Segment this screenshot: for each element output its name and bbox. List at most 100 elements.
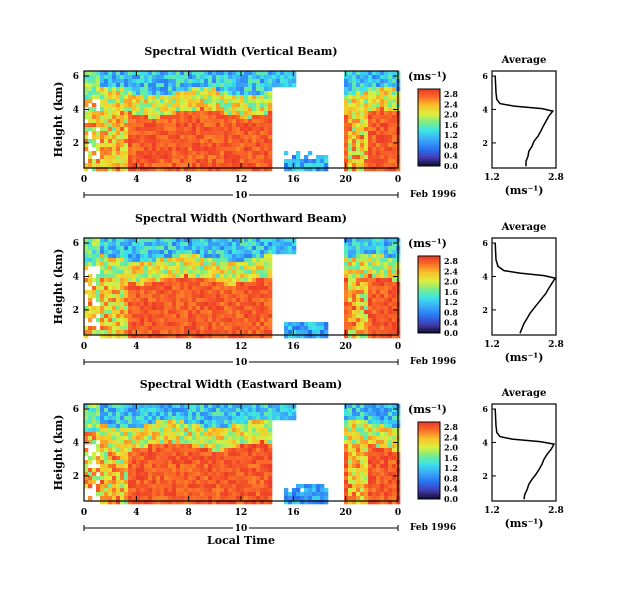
y-axis-label: Height (km)	[52, 249, 65, 325]
x-tick-label: 16	[287, 508, 300, 518]
colorbar-swatch	[418, 496, 440, 500]
colorbar-swatch	[418, 148, 440, 151]
x-tick-label: 0	[395, 508, 401, 518]
colorbar-swatch	[418, 117, 440, 121]
colorbar-swatch	[418, 297, 440, 301]
colorbar-tick-label: 1.6	[444, 120, 458, 130]
colorbar-swatch	[418, 268, 440, 272]
x-tick-label: 4	[133, 175, 139, 185]
date-label-bg	[233, 357, 249, 367]
colorbar-tick-label: 0.4	[444, 151, 458, 161]
x-tick-label: 4	[133, 508, 139, 518]
colorbar-tick-label: 1.6	[444, 453, 458, 463]
colorbar-swatch	[418, 132, 440, 136]
x-tick-label: 20	[339, 508, 352, 518]
x-tick-label: 16	[287, 342, 300, 352]
colorbar-swatch	[418, 302, 440, 306]
profile-frame	[491, 403, 557, 502]
colorbar-swatch	[418, 91, 440, 95]
profile-line	[494, 242, 557, 334]
x-tick-label: 8	[186, 175, 192, 185]
date-suffix: Feb 1996	[410, 523, 456, 533]
colorbar-swatch	[418, 124, 440, 128]
colorbar-swatch	[418, 473, 440, 477]
colorbar-tick-label: 2.8	[444, 89, 458, 99]
colorbar-tick-label: 2.4	[444, 432, 458, 442]
panel-title: Spectral Width (Northward Beam)	[135, 212, 347, 225]
colorbar-unit: (ms⁻¹)	[408, 237, 447, 250]
colorbar-swatch	[418, 475, 440, 479]
colorbar-swatch	[418, 258, 440, 262]
colorbar-swatch	[418, 442, 440, 446]
profile-y-tick-label: 4	[482, 437, 488, 447]
panel-2: Spectral Width (Eastward Beam)0 4 8 12 16 20 0…	[52, 378, 564, 547]
colorbar-swatch	[418, 101, 440, 105]
colorbar-frame	[417, 421, 441, 500]
profile-y-tick-label: 2	[482, 471, 488, 481]
profile-x-tick-label: 1.2	[484, 340, 500, 350]
colorbar-tick-label: 0.0	[444, 494, 458, 504]
colorbar-tick-label: 0.0	[444, 328, 458, 338]
x-tick-label: 12	[235, 175, 248, 185]
colorbar-tick-label: 2.0	[444, 443, 458, 453]
profile-title: Average	[501, 388, 547, 399]
panel-0: Spectral Width (Vertical Beam)0 4 8 12 16 20 0…	[52, 45, 564, 201]
colorbar-swatch	[418, 155, 440, 159]
colorbar-swatch	[418, 294, 440, 298]
profile-x-axis-label: (ms⁻¹)	[505, 517, 544, 530]
colorbar-swatch	[418, 271, 440, 275]
profile-x-axis-label: (ms⁻¹)	[505, 351, 544, 364]
colorbar-swatch	[418, 122, 440, 126]
colorbar-tick-label: 1.6	[444, 287, 458, 297]
colorbar-swatch	[418, 445, 440, 449]
date-label: 10	[235, 358, 248, 368]
colorbar-swatch	[418, 491, 440, 495]
colorbar-tick-label: 1.2	[444, 130, 458, 140]
colorbar-swatch	[418, 424, 440, 428]
colorbar-tick-label: 0.4	[444, 318, 458, 328]
heatmap-field	[84, 404, 401, 505]
colorbar-swatch	[418, 429, 440, 433]
profile-x-tick-label: 2.8	[548, 506, 564, 516]
colorbar-swatch	[418, 160, 440, 164]
x-tick-label: 20	[339, 342, 352, 352]
colorbar-swatch	[418, 289, 440, 293]
colorbar-swatch	[418, 99, 440, 103]
y-tick-label: 4	[73, 438, 79, 448]
y-axis-label: Height (km)	[52, 415, 65, 491]
y-tick-label: 2	[73, 139, 79, 149]
colorbar-frame	[417, 88, 441, 167]
profile-x-tick-label: 2.8	[548, 173, 564, 183]
colorbar-swatch	[418, 114, 440, 118]
colorbar-swatch	[418, 322, 440, 326]
colorbar-swatch	[418, 468, 440, 472]
colorbar-swatch	[418, 291, 440, 295]
y-axis-label: Height (km)	[52, 82, 65, 158]
y-tick-label: 2	[73, 472, 79, 482]
colorbar-swatch	[418, 312, 440, 316]
colorbar-tick-label: 2.4	[444, 266, 458, 276]
colorbar-swatch	[418, 273, 440, 277]
profile-y-tick-label: 6	[482, 71, 488, 81]
heatmap-field	[84, 71, 401, 172]
colorbar-swatch	[418, 325, 440, 329]
colorbar-swatch	[418, 320, 440, 324]
x-tick-label: 12	[235, 342, 248, 352]
colorbar-tick-label: 0.8	[444, 473, 458, 483]
colorbar-swatch	[418, 327, 440, 331]
colorbar-swatch	[418, 94, 440, 98]
date-label-bg	[233, 523, 249, 533]
colorbar-swatch	[418, 470, 440, 474]
colorbar-swatch	[418, 135, 440, 139]
colorbar-swatch	[418, 109, 440, 113]
panel-1: Spectral Width (Northward Beam)0 4 8 12 16 20…	[52, 212, 564, 368]
colorbar-swatch	[418, 439, 440, 443]
colorbar-swatch	[418, 317, 440, 321]
colorbar-swatch	[418, 481, 440, 484]
date-label: 10	[235, 191, 248, 201]
colorbar-swatch	[418, 130, 440, 134]
colorbar-swatch	[418, 330, 440, 334]
colorbar-swatch	[418, 422, 440, 425]
x-tick-label: 16	[287, 175, 300, 185]
colorbar-swatch	[418, 460, 440, 464]
